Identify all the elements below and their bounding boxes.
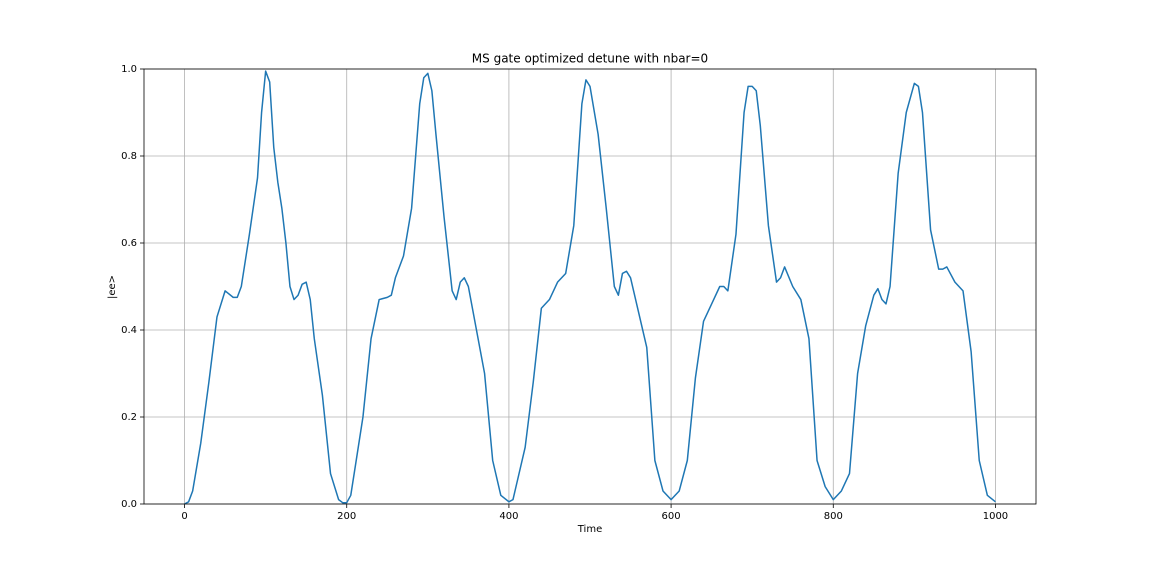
x-tick-label: 800 [824,511,843,522]
x-tick-label: 0 [181,511,187,522]
y-tick-label: 0.0 [121,499,137,510]
line-series [184,70,996,505]
chart-title: MS gate optimized detune with nbar=0 [472,52,708,66]
x-tick-label: 1000 [983,511,1008,522]
y-tick-label: 1.0 [121,64,137,75]
x-axis-label: Time [577,524,602,535]
y-axis-label: |ee> [107,275,118,299]
x-tick-label: 200 [337,511,356,522]
x-tick-label: 400 [499,511,518,522]
y-tick-label: 0.8 [121,151,137,162]
x-tick-label: 600 [662,511,681,522]
y-tick-label: 0.4 [121,325,137,336]
y-tick-label: 0.6 [121,238,137,249]
axes-frame [143,68,1037,505]
y-tick-label: 0.2 [121,412,137,423]
